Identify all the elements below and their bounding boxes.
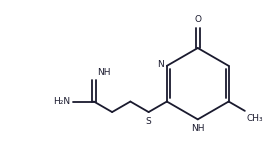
Text: NH: NH [97,68,111,77]
Text: N: N [157,60,163,69]
Text: NH: NH [191,124,204,133]
Text: CH₃: CH₃ [247,114,263,123]
Text: S: S [146,117,151,126]
Text: H₂N: H₂N [53,97,70,106]
Text: O: O [194,15,201,24]
